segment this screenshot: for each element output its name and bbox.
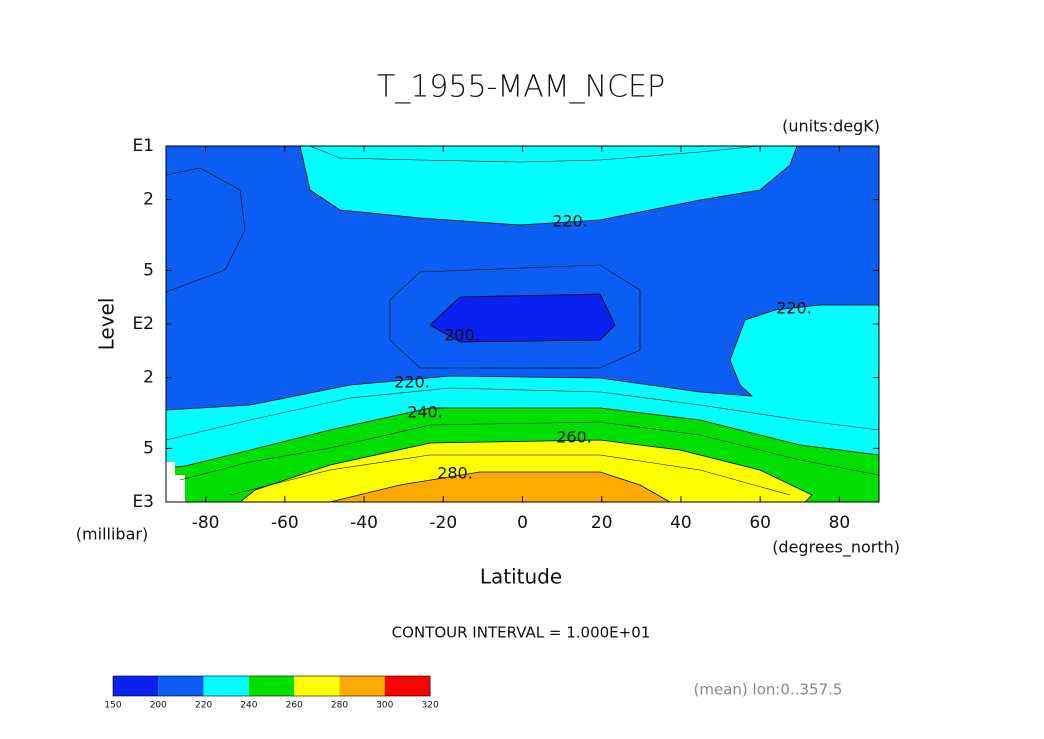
contour-label: 280. xyxy=(437,464,473,483)
colorbar-label: 220 xyxy=(195,701,212,711)
x-tick-label: -80 xyxy=(192,513,220,533)
contour-region xyxy=(238,439,813,503)
contour-region xyxy=(429,293,616,343)
x-tick-label: 80 xyxy=(829,513,851,533)
contour-label: 240. xyxy=(407,403,443,422)
y-tick-label: E1 xyxy=(132,136,154,156)
x-tick-label: -20 xyxy=(429,513,457,533)
colorbar-swatch xyxy=(384,676,431,696)
colorbar-frame xyxy=(112,675,431,697)
colorbar-label: 280 xyxy=(331,701,348,711)
colorbar-swatch xyxy=(158,676,204,696)
footnote: (mean) lon:0..357.5 xyxy=(694,681,843,699)
colorbar-label: 240 xyxy=(240,701,257,711)
y-axis-label: Level xyxy=(95,298,119,351)
colorbar-label: 300 xyxy=(376,701,393,711)
colorbar-swatch xyxy=(294,676,340,696)
contour-label: 260. xyxy=(556,428,592,447)
y-tick-label: 5 xyxy=(143,260,154,280)
contour-line xyxy=(165,167,246,293)
contour-line xyxy=(309,145,761,163)
contour-line xyxy=(165,387,880,441)
missing-data xyxy=(166,462,185,502)
contour-label: 220. xyxy=(394,373,430,392)
colorbar-swatch xyxy=(339,676,385,696)
x-tick-label: 40 xyxy=(670,513,692,533)
units: (units:degK) xyxy=(782,117,880,136)
colorbar-label: 150 xyxy=(104,701,121,711)
y-units: (millibar) xyxy=(76,525,148,544)
x-units: (degrees_north) xyxy=(772,538,900,558)
x-tick-label: 60 xyxy=(749,513,771,533)
contour-interval: CONTOUR INTERVAL = 1.000E+01 xyxy=(392,624,651,642)
colorbar-swatch xyxy=(203,676,249,696)
contour-region xyxy=(299,145,798,226)
contour-line xyxy=(229,454,791,496)
contour-label: 220. xyxy=(552,212,588,231)
colorbar-swatch xyxy=(248,676,295,696)
contour-label: 220. xyxy=(776,299,812,318)
contour-label: 200. xyxy=(444,326,480,345)
colorbar-label: 200 xyxy=(150,701,167,711)
contour-line xyxy=(179,421,880,481)
contour-line xyxy=(389,264,641,369)
y-tick-label: 5 xyxy=(143,438,154,458)
y-tick-label: E3 xyxy=(132,492,154,512)
x-tick-label: 0 xyxy=(517,513,528,533)
x-axis-label: Latitude xyxy=(480,565,562,589)
colorbar-label: 320 xyxy=(422,701,439,711)
x-tick-label: 20 xyxy=(591,513,613,533)
colorbar-swatch xyxy=(113,676,159,696)
chart-title: T_1955-MAM_NCEP xyxy=(377,70,665,105)
x-tick-label: -40 xyxy=(350,513,378,533)
y-tick-label: 2 xyxy=(143,190,154,210)
colorbar-label: 260 xyxy=(286,701,303,711)
x-tick-label: -60 xyxy=(271,513,299,533)
y-tick-label: E2 xyxy=(132,314,154,334)
y-tick-label: 2 xyxy=(143,368,154,388)
